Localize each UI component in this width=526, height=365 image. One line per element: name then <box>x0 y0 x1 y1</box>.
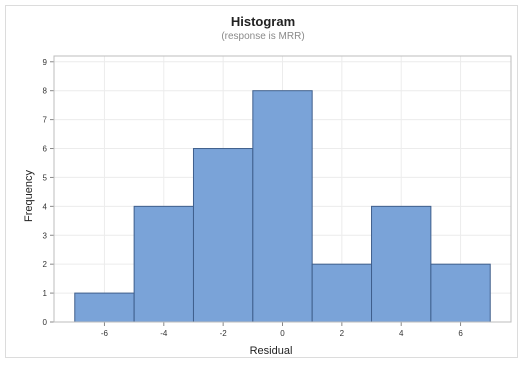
chart-subtitle: (response is MRR) <box>221 31 304 42</box>
histogram-bar <box>252 90 313 323</box>
y-tick-label: 8 <box>43 87 48 96</box>
y-tick-label: 6 <box>43 145 48 154</box>
y-tick-label: 1 <box>43 289 48 298</box>
x-tick-label: -4 <box>160 329 168 338</box>
y-tick-label: 9 <box>43 58 48 67</box>
x-tick-label: -6 <box>101 329 109 338</box>
x-tick-label: 2 <box>340 329 345 338</box>
x-tick-label: -2 <box>220 329 228 338</box>
y-tick-label: 2 <box>43 260 48 269</box>
y-tick-label: 3 <box>43 231 48 240</box>
histogram-bars <box>74 90 491 323</box>
chart-title: Histogram <box>231 14 295 29</box>
y-tick-label: 5 <box>43 173 48 182</box>
y-tick-label: 7 <box>43 116 48 125</box>
histogram-bar <box>371 205 432 323</box>
x-tick-label: 0 <box>280 329 285 338</box>
histogram-bar <box>311 263 373 323</box>
x-axis-label: Residual <box>250 345 293 357</box>
y-axis-ticks: 0 1 2 3 4 5 6 7 8 9 <box>43 58 54 327</box>
histogram-bar <box>74 292 135 323</box>
y-tick-label: 0 <box>43 318 48 327</box>
x-tick-label: 4 <box>399 329 404 338</box>
chart-frame: Histogram (response is MRR) 0 1 2 3 4 5 6 7 8 9 -… <box>5 5 518 358</box>
histogram-bar <box>133 205 194 323</box>
y-axis-label: Frequency <box>23 170 35 222</box>
x-axis-ticks: -6 -4 -2 0 2 4 6 <box>101 322 463 338</box>
histogram-bar <box>192 148 254 323</box>
histogram-chart: Histogram (response is MRR) 0 1 2 3 4 5 6 7 8 9 -… <box>23 14 512 357</box>
y-tick-label: 4 <box>43 202 48 211</box>
plot-area-border <box>53 55 512 323</box>
histogram-bar <box>430 263 491 323</box>
x-tick-label: 6 <box>458 329 463 338</box>
